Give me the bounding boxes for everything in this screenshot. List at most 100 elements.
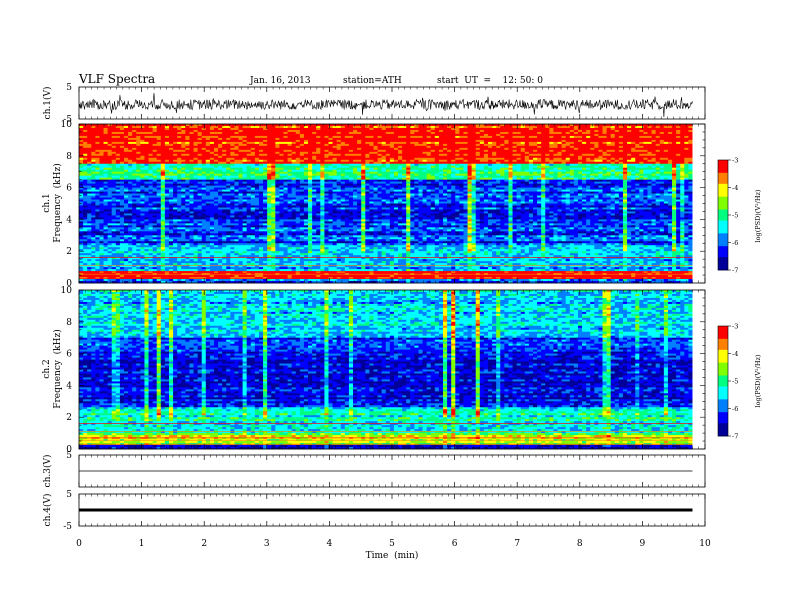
spectrogram-cell (569, 125, 575, 129)
spectrogram-cell (479, 147, 485, 151)
spectrogram-cell (651, 159, 657, 163)
spectrogram-cell (148, 167, 154, 171)
spectrogram-cell (263, 137, 268, 141)
spectrogram-cell (479, 153, 485, 157)
spectrogram-cell (463, 147, 468, 151)
spectrogram-cell (271, 169, 276, 173)
spectrogram-cell (471, 153, 477, 157)
spectrogram-cell (267, 145, 272, 149)
spectrogram-cell (234, 141, 239, 145)
spectrogram-cell (684, 157, 689, 161)
spectrogram-cell (205, 155, 211, 159)
spectrogram-cell (467, 131, 473, 135)
spectrogram-cell (340, 169, 346, 173)
spectrogram-cell (463, 161, 468, 165)
spectrogram-cell (438, 169, 444, 173)
spectrogram-cell (381, 127, 387, 131)
spectrogram-cell (443, 147, 448, 151)
spectrogram-cell (95, 159, 100, 163)
spectrogram-cell (451, 169, 456, 173)
spectrogram-cell (357, 153, 362, 157)
spectrogram-cell (111, 131, 117, 135)
spectrogram-cell (598, 147, 603, 151)
spectrogram-cell (107, 127, 113, 131)
spectrogram-cell (655, 143, 661, 147)
spectrogram-cell (508, 161, 513, 165)
spectrogram-cell (463, 145, 468, 149)
spectrogram-cell (393, 155, 399, 159)
spectrogram-cell (532, 147, 538, 151)
spectrogram-cell (598, 139, 603, 143)
spectrogram-cell (111, 167, 117, 171)
spectrogram-cell (500, 169, 505, 173)
spectrogram-cell (524, 161, 530, 165)
spectrogram-cell (87, 131, 92, 135)
spectrogram-cell (504, 124, 509, 127)
spectrogram-cell (504, 151, 509, 155)
spectrogram-cell (385, 153, 391, 157)
spectrogram-cell (398, 165, 403, 169)
spectrogram-cell (688, 145, 693, 149)
spectrogram-cell (287, 139, 293, 143)
spectrogram-cell (500, 165, 505, 169)
spectrogram-cell (299, 145, 305, 149)
spectrogram-cell (381, 133, 387, 137)
spectrogram-cell (557, 133, 562, 137)
spectrogram-cell (164, 157, 170, 161)
spectrogram-cell (283, 169, 288, 173)
spectrogram-cell (91, 127, 96, 131)
spectrogram-cell (213, 147, 219, 151)
spectrogram-cell (328, 129, 333, 133)
spectrogram-cell (258, 151, 264, 155)
spectrogram-cell (684, 169, 689, 173)
spectrogram-cell (254, 129, 260, 133)
spectrogram-cell (406, 143, 411, 147)
spectrogram-cell (647, 155, 652, 159)
spectrogram-cell (136, 161, 141, 165)
spectrogram-cell (201, 165, 207, 169)
spectrogram-cell (602, 139, 607, 143)
spectrogram-cell (287, 124, 293, 127)
spectrogram-cell (324, 137, 329, 141)
spectrogram-cell (443, 133, 448, 137)
spectrogram-cell (496, 151, 501, 155)
spectrogram-cell (643, 167, 648, 171)
spectrogram-cell (537, 161, 542, 165)
spectrogram-cell (230, 163, 235, 167)
spectrogram-cell (492, 163, 497, 167)
spectrogram-cell (218, 157, 223, 161)
spectrogram-cell (627, 135, 632, 139)
spectrogram-cell (83, 145, 88, 149)
spectrogram-cell (422, 145, 428, 149)
spectrogram-cell (156, 145, 162, 149)
spectrogram-cell (627, 133, 632, 137)
spectrogram-cell (422, 155, 428, 159)
spectrogram-cell (181, 125, 186, 129)
spectrogram-cell (336, 167, 342, 171)
spectrogram-cell (254, 145, 260, 149)
spectrogram-cell (463, 169, 468, 173)
spectrogram-cell (132, 124, 137, 127)
spectrogram-cell (369, 124, 374, 127)
spectrogram-cell (594, 137, 599, 141)
spectrogram-cell (516, 131, 522, 135)
spectrogram-cell (79, 137, 84, 141)
spectrogram-cell (459, 153, 464, 157)
spectrogram-cell (508, 149, 513, 153)
spectrogram-cell (193, 171, 199, 175)
spectrogram-cell (348, 133, 354, 137)
spectrogram-cell (389, 131, 395, 135)
spectrogram-cell (222, 147, 227, 151)
spectrogram-cell (500, 129, 505, 133)
spectrogram-cell (303, 131, 309, 135)
spectrogram-cell (254, 124, 260, 127)
spectrogram-cell (627, 165, 632, 169)
spectrogram-cell (487, 129, 493, 133)
spectrogram-cell (422, 147, 428, 151)
spectrogram-cell (655, 124, 661, 127)
spectrogram-cell (332, 145, 338, 149)
spectrogram-cell (524, 153, 530, 157)
spectrogram-cell (123, 165, 129, 169)
spectrogram-cell (263, 149, 268, 153)
spectrogram-cell (250, 159, 256, 163)
